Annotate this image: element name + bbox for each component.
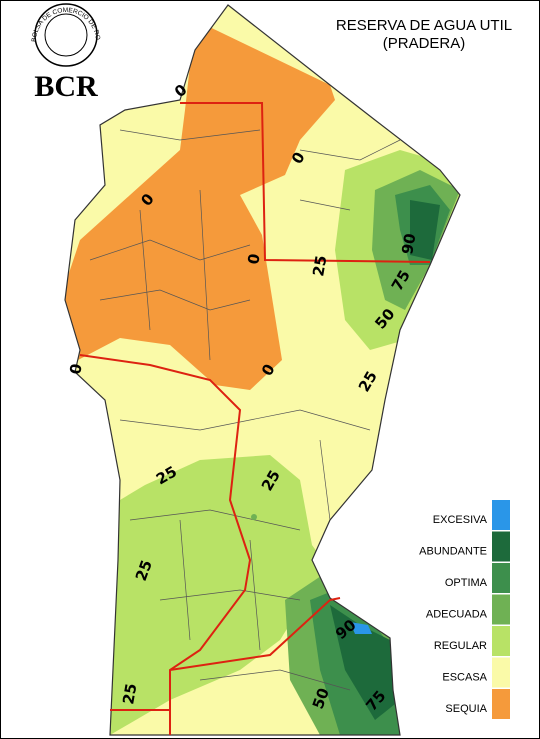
logo-text: BCR — [34, 70, 98, 103]
legend: EXCESIVA ABUNDANTE OPTIMA ADECUADA REGULAR ES… — [419, 500, 510, 719]
legend-swatch — [492, 531, 510, 562]
area-sequia — [65, 20, 335, 390]
subtitle: (PRADERA) — [383, 35, 466, 52]
province-outline — [64, 4, 461, 736]
legend-swatch — [492, 657, 510, 688]
area-abundante — [330, 605, 400, 720]
logo-inner-ring — [44, 13, 88, 57]
legend-swatch — [492, 689, 510, 719]
legend-label: OPTIMA — [445, 577, 488, 589]
legend-label: REGULAR — [434, 640, 487, 652]
region-boundaries — [79, 102, 431, 735]
spot — [251, 514, 257, 520]
legend-swatch — [492, 563, 510, 593]
area-excesiva — [350, 622, 372, 634]
legend-label: ESCASA — [442, 672, 487, 684]
legend-label: EXCESIVA — [433, 514, 488, 526]
contour-label: 25 — [119, 682, 140, 706]
legend-label: ABUNDANTE — [419, 546, 487, 558]
area-regular — [110, 455, 330, 735]
contour-label: 0 — [66, 362, 86, 375]
logo-ring — [34, 3, 98, 67]
legend-label: ADECUADA — [426, 609, 488, 621]
legend-swatch — [492, 626, 510, 656]
contour-label: 0 — [244, 252, 264, 265]
area-abundante — [410, 200, 440, 260]
title: RESERVA DE AGUA UTIL — [336, 17, 512, 34]
legend-swatch — [492, 594, 510, 625]
legend-swatch — [492, 500, 510, 530]
contour-label: 90 — [398, 232, 419, 256]
legend-label: SEQUIA — [445, 703, 487, 715]
departments — [89, 129, 401, 691]
contour-label: 25 — [309, 254, 330, 278]
